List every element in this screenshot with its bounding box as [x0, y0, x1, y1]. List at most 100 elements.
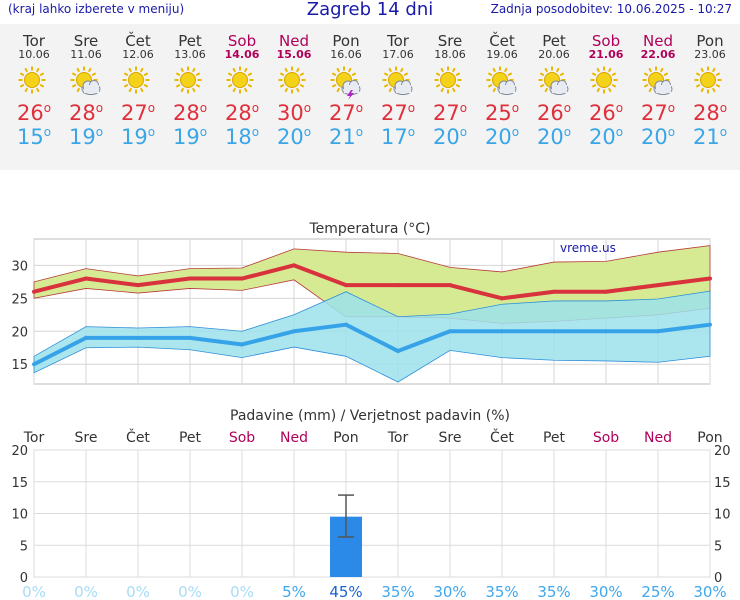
- day-date: 22.06: [640, 48, 676, 61]
- probability-label: 0%: [22, 583, 46, 600]
- temp-max: 28o: [60, 101, 112, 125]
- day-column: Tor 10.06 26o 15o: [8, 24, 60, 149]
- degree-sign: o: [511, 125, 520, 139]
- day-name: Ned: [643, 32, 673, 50]
- probability-label: 0%: [74, 583, 98, 600]
- y-tick-label-right: 15: [714, 476, 731, 491]
- temp-min: 19o: [112, 125, 164, 149]
- precipitation-chart-title: Padavine (mm) / Verjetnost padavin (%): [230, 408, 510, 424]
- temp-max: 27o: [112, 101, 164, 125]
- min-temp-segment: [396, 329, 452, 354]
- degree-sign: o: [303, 125, 312, 139]
- temp-min: 21o: [320, 125, 372, 149]
- day-column: Sob 14.06 28o 18o: [216, 24, 268, 149]
- temp-min-value: 20: [640, 125, 668, 149]
- degree-sign: o: [355, 101, 364, 115]
- daily-forecast-strip: Tor 10.06 26o 15o Sre 11.06 28o 19o Čet 12.06 27o 1…: [0, 24, 740, 170]
- day-name: Tor: [23, 32, 45, 50]
- degree-sign: o: [459, 125, 468, 139]
- degree-sign: o: [511, 101, 520, 115]
- max-temp-segment: [240, 263, 296, 281]
- x-tick-label: Pet: [179, 430, 202, 446]
- sun-cloud-icon: [632, 65, 684, 99]
- x-tick-label: Sre: [75, 430, 98, 446]
- degree-sign: o: [563, 101, 572, 115]
- temp-min-value: 18: [224, 125, 252, 149]
- temp-min-value: 19: [120, 125, 148, 149]
- degree-sign: o: [199, 125, 208, 139]
- degree-sign: o: [303, 101, 312, 115]
- probability-label: 30%: [589, 583, 622, 600]
- sun-icon: [216, 65, 268, 99]
- degree-sign: o: [199, 101, 208, 115]
- max-temp-segment: [84, 276, 140, 288]
- temp-max: 30o: [268, 101, 320, 125]
- temp-max-value: 28: [224, 101, 252, 125]
- day-name: Čet: [125, 32, 151, 50]
- day-name: Pet: [542, 32, 566, 50]
- probability-label: 0%: [126, 583, 150, 600]
- max-temp-segment: [292, 263, 348, 288]
- max-temp-segment: [136, 276, 192, 288]
- temp-max: 27o: [424, 101, 476, 125]
- y-tick-label-right: 5: [714, 539, 722, 554]
- x-tick-label: Pon: [333, 430, 358, 446]
- precipitation-chart: Padavine (mm) / Verjetnost padavin (%) To…: [11, 408, 731, 600]
- y-tick-label-right: 20: [714, 444, 731, 459]
- degree-sign: o: [43, 125, 52, 139]
- temp-min: 20o: [632, 125, 684, 149]
- temp-max-value: 28: [172, 101, 200, 125]
- temp-min-value: 20: [588, 125, 616, 149]
- temp-max: 26o: [528, 101, 580, 125]
- day-date: 13.06: [174, 48, 206, 61]
- temp-min-value: 19: [68, 125, 96, 149]
- day-column: Sob 21.06 26o 20o: [580, 24, 632, 149]
- day-name: Sre: [73, 32, 99, 50]
- y-tick-label-left: 10: [11, 508, 28, 523]
- temp-max-value: 26: [588, 101, 616, 125]
- temp-max-value: 27: [432, 101, 460, 125]
- temperature-chart-title: Temperatura (°C): [308, 221, 430, 237]
- day-date: 14.06: [224, 48, 260, 61]
- probability-label: 0%: [230, 583, 254, 600]
- degree-sign: o: [95, 125, 104, 139]
- day-name: Pet: [178, 32, 202, 50]
- temp-min: 20o: [476, 125, 528, 149]
- probability-label: 35%: [381, 583, 414, 600]
- y-tick-label-left: 15: [11, 476, 28, 491]
- page-title: Zagreb 14 dni: [306, 0, 434, 20]
- temp-max: 27o: [632, 101, 684, 125]
- location-hint: (kraj lahko izberete v meniju): [8, 2, 185, 16]
- x-tick-label: Sob: [229, 430, 255, 446]
- temp-min: 18o: [216, 125, 268, 149]
- temp-min: 20o: [580, 125, 632, 149]
- probability-label: 25%: [641, 583, 674, 600]
- x-tick-label: Čet: [490, 428, 514, 446]
- x-tick-label: Ned: [644, 430, 672, 446]
- probability-label: 0%: [178, 583, 202, 600]
- day-column: Pet 20.06 26o 20o: [528, 24, 580, 149]
- degree-sign: o: [719, 101, 728, 115]
- degree-sign: o: [667, 125, 676, 139]
- temp-min: 20o: [268, 125, 320, 149]
- day-column: Sre 18.06 27o 20o: [424, 24, 476, 149]
- max-temp-segment: [32, 276, 88, 294]
- degree-sign: o: [667, 101, 676, 115]
- day-date: 16.06: [330, 48, 362, 61]
- max-temp-segment: [604, 283, 660, 294]
- min-temp-segment: [32, 335, 88, 367]
- temp-max: 26o: [8, 101, 60, 125]
- temp-max-value: 27: [640, 101, 668, 125]
- day-date: 18.06: [434, 48, 466, 61]
- day-column: Ned 15.06 30o 20o: [268, 24, 320, 149]
- min-temp-segment: [656, 322, 712, 334]
- x-tick-label: Pon: [697, 430, 722, 446]
- temp-max: 28o: [164, 101, 216, 125]
- probability-label: 30%: [693, 583, 726, 600]
- temp-max: 27o: [320, 101, 372, 125]
- temp-max-value: 25: [484, 101, 512, 125]
- x-tick-label: Pet: [543, 430, 566, 446]
- day-name: Pon: [332, 32, 360, 50]
- sun-icon: [424, 65, 476, 99]
- day-date: 23.06: [694, 48, 726, 61]
